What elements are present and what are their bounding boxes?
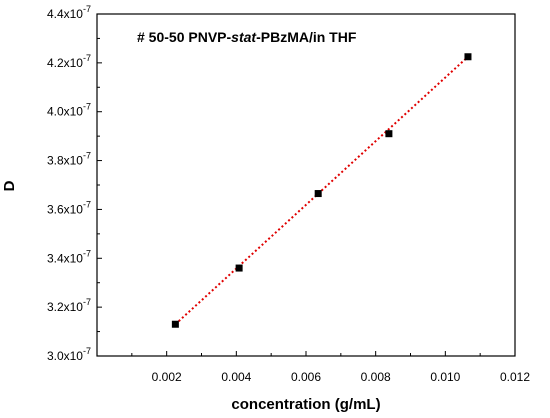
x-tick-label: 0.002 <box>152 370 182 384</box>
y-axis-label: D <box>1 180 18 191</box>
y-tick-label: 3.0x10-7 <box>47 346 91 363</box>
plot-frame <box>96 13 516 357</box>
data-point <box>464 53 472 61</box>
x-tick-label: 0.004 <box>221 370 251 384</box>
data-point <box>314 190 322 198</box>
chart-annotation: # 50-50 PNVP-stat-PBzMA/in THF <box>137 29 357 45</box>
y-tick-label: 4.4x10-7 <box>47 4 91 21</box>
x-tick-label: 0.012 <box>500 370 530 384</box>
x-tick-label: 0.006 <box>291 370 321 384</box>
y-tick-label: 3.6x10-7 <box>47 199 91 216</box>
points-layer <box>171 53 472 328</box>
data-point <box>171 320 179 328</box>
y-tick-label: 4.0x10-7 <box>47 102 91 119</box>
y-tick-label: 4.2x10-7 <box>47 53 91 70</box>
ticks: 0.002 0.004 0.006 0.008 0.010 0.012 3.0x10-7 3.… <box>47 4 530 384</box>
y-tick-label: 3.2x10-7 <box>47 297 91 314</box>
x-tick-label: 0.008 <box>361 370 391 384</box>
x-axis-label: concentration (g/mL) <box>231 396 380 413</box>
data-point <box>235 264 243 272</box>
y-tick-label: 3.4x10-7 <box>47 248 91 265</box>
data-point <box>385 130 393 138</box>
y-tick-label: 3.8x10-7 <box>47 151 91 168</box>
x-tick-label: 0.010 <box>430 370 460 384</box>
